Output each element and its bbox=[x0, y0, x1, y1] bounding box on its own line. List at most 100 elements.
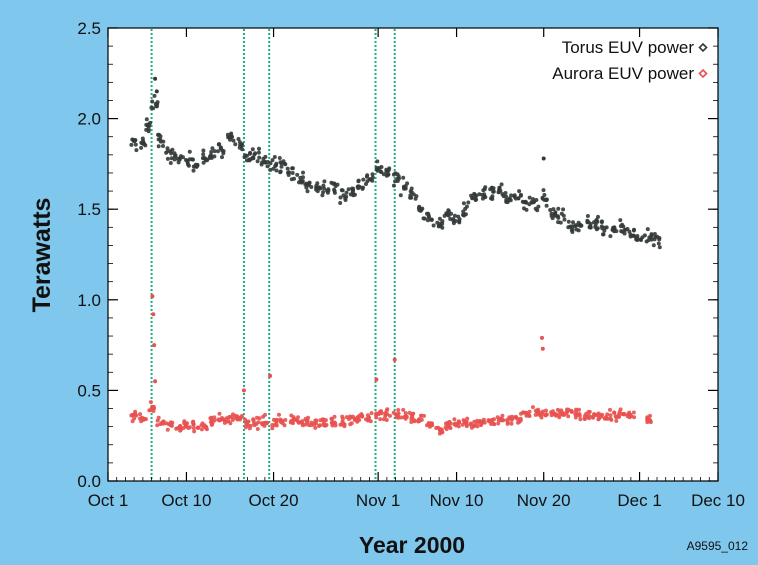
torus-point bbox=[237, 140, 242, 145]
torus-point bbox=[217, 142, 222, 147]
aurora-point bbox=[604, 416, 609, 421]
x-tick-label: Nov 20 bbox=[517, 491, 571, 510]
torus-point bbox=[147, 123, 152, 128]
torus-point bbox=[332, 181, 337, 186]
torus-point bbox=[210, 146, 215, 151]
torus-point bbox=[129, 142, 134, 147]
aurora-point bbox=[191, 426, 196, 430]
torus-point bbox=[386, 168, 391, 172]
torus-point bbox=[322, 179, 327, 184]
torus-point bbox=[190, 157, 194, 162]
torus-point bbox=[452, 213, 457, 218]
aurora-point bbox=[586, 410, 591, 414]
aurora-point bbox=[236, 415, 241, 420]
torus-point bbox=[642, 233, 647, 238]
torus-point bbox=[257, 146, 261, 151]
aurora-point bbox=[148, 400, 153, 405]
torus-point bbox=[499, 182, 504, 187]
aurora-point bbox=[309, 420, 314, 425]
torus-point bbox=[656, 241, 661, 246]
torus-point bbox=[401, 175, 406, 180]
aurora-point bbox=[274, 421, 279, 426]
plot-area bbox=[107, 27, 719, 482]
aurora-point bbox=[271, 417, 276, 422]
aurora-point bbox=[164, 421, 169, 426]
torus-point bbox=[278, 160, 283, 165]
x-tick-label: Oct 10 bbox=[161, 491, 211, 510]
torus-point bbox=[320, 193, 325, 198]
aurora-point bbox=[365, 413, 370, 418]
torus-point bbox=[570, 230, 575, 234]
aurora-point bbox=[317, 423, 322, 428]
torus-point bbox=[212, 149, 217, 154]
aurora-point bbox=[251, 417, 256, 422]
aurora-point bbox=[241, 388, 246, 393]
aurora-point bbox=[587, 416, 592, 421]
aurora-point bbox=[631, 410, 636, 415]
torus-point bbox=[566, 219, 571, 224]
aurora-point bbox=[500, 413, 505, 418]
x-tick-label: Nov 1 bbox=[356, 491, 400, 510]
torus-point bbox=[263, 154, 268, 159]
aurora-point bbox=[524, 411, 529, 415]
aurora-point bbox=[612, 410, 617, 415]
aurora-point bbox=[550, 411, 555, 416]
torus-point bbox=[542, 193, 547, 197]
torus-point bbox=[448, 217, 453, 221]
torus-point bbox=[574, 227, 579, 232]
aurora-point bbox=[138, 412, 143, 417]
aurora-point bbox=[608, 413, 613, 418]
aurora-point bbox=[412, 419, 417, 424]
torus-point bbox=[405, 181, 410, 186]
aurora-point bbox=[365, 417, 370, 421]
x-tick-label: Oct 20 bbox=[249, 491, 299, 510]
torus-point bbox=[370, 175, 375, 180]
aurora-point bbox=[396, 408, 401, 412]
torus-point bbox=[652, 232, 657, 236]
aurora-point bbox=[416, 418, 421, 423]
aurora-point bbox=[460, 422, 465, 427]
torus-point bbox=[657, 245, 662, 250]
aurora-point bbox=[540, 412, 545, 416]
aurora-point bbox=[182, 421, 187, 426]
torus-point bbox=[541, 156, 546, 161]
aurora-point bbox=[627, 415, 632, 420]
aurora-point bbox=[217, 411, 222, 416]
torus-point bbox=[490, 197, 495, 201]
aurora-point bbox=[544, 408, 548, 413]
aurora-point bbox=[209, 422, 214, 427]
aurora-point bbox=[492, 417, 496, 422]
torus-point bbox=[251, 156, 256, 161]
aurora-point bbox=[492, 422, 497, 427]
torus-point bbox=[322, 186, 326, 191]
torus-point bbox=[508, 198, 513, 203]
torus-point bbox=[283, 162, 288, 167]
aurora-point bbox=[556, 413, 561, 417]
aurora-point bbox=[469, 421, 473, 426]
torus-point bbox=[548, 208, 553, 212]
aurora-point bbox=[426, 421, 431, 426]
torus-point bbox=[152, 93, 157, 98]
torus-point bbox=[309, 185, 314, 189]
torus-point bbox=[338, 195, 343, 200]
aurora-point bbox=[321, 422, 326, 427]
torus-point bbox=[131, 138, 136, 143]
torus-point bbox=[549, 213, 554, 218]
aurora-point bbox=[388, 413, 392, 418]
torus-point bbox=[240, 147, 245, 152]
aurora-point bbox=[283, 418, 288, 422]
torus-point bbox=[175, 156, 180, 161]
torus-point bbox=[384, 173, 389, 178]
aurora-point bbox=[129, 413, 134, 418]
torus-point bbox=[290, 171, 295, 175]
torus-point bbox=[431, 223, 436, 228]
torus-point bbox=[611, 225, 616, 230]
torus-point bbox=[344, 190, 349, 195]
torus-point bbox=[257, 155, 262, 160]
torus-point bbox=[398, 193, 403, 198]
torus-point bbox=[574, 223, 578, 228]
torus-point bbox=[277, 156, 282, 160]
aurora-point bbox=[340, 422, 344, 427]
torus-point bbox=[482, 187, 487, 192]
